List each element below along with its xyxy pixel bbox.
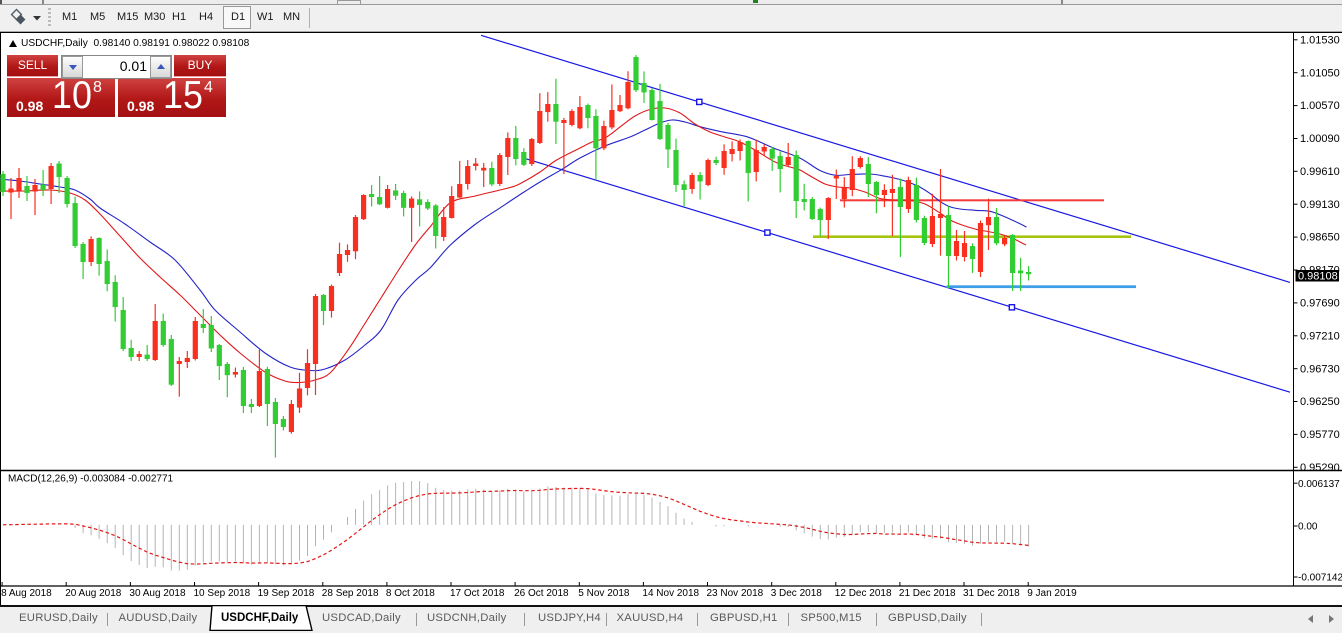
svg-text:0.95770: 0.95770 [1300,429,1340,441]
svg-text:0.97210: 0.97210 [1300,330,1340,342]
svg-text:8 Aug 2018: 8 Aug 2018 [1,588,52,599]
svg-text:12 Dec 2018: 12 Dec 2018 [835,588,892,599]
svg-text:1.01530: 1.01530 [1300,34,1340,46]
svg-text:1.01050: 1.01050 [1300,67,1340,79]
svg-text:0.96730: 0.96730 [1300,363,1340,375]
svg-text:8 Oct 2018: 8 Oct 2018 [386,588,435,599]
svg-text:9 Jan 2019: 9 Jan 2019 [1027,588,1077,599]
svg-text:10 Sep 2018: 10 Sep 2018 [194,588,251,599]
svg-text:0.99130: 0.99130 [1300,198,1340,210]
svg-text:0.96250: 0.96250 [1300,396,1340,408]
svg-text:23 Nov 2018: 23 Nov 2018 [707,588,764,599]
svg-text:19 Sep 2018: 19 Sep 2018 [258,588,315,599]
svg-text:17 Oct 2018: 17 Oct 2018 [450,588,505,599]
svg-text:3 Dec 2018: 3 Dec 2018 [771,588,823,599]
svg-text:1.00090: 1.00090 [1300,133,1340,145]
svg-text:0.97690: 0.97690 [1300,297,1340,309]
svg-text:30 Aug 2018: 30 Aug 2018 [129,588,186,599]
svg-text:0.98650: 0.98650 [1300,231,1340,243]
svg-text:31 Dec 2018: 31 Dec 2018 [963,588,1020,599]
svg-text:1.00570: 1.00570 [1300,100,1340,112]
svg-text:-0.007142: -0.007142 [1298,572,1342,583]
svg-text:0.99610: 0.99610 [1300,165,1340,177]
svg-text:0.95290: 0.95290 [1300,461,1340,473]
svg-text:28 Sep 2018: 28 Sep 2018 [322,588,379,599]
svg-text:14 Nov 2018: 14 Nov 2018 [642,588,699,599]
svg-text:26 Oct 2018: 26 Oct 2018 [514,588,569,599]
svg-text:5 Nov 2018: 5 Nov 2018 [578,588,630,599]
svg-text:0.00: 0.00 [1298,521,1318,532]
svg-text:21 Dec 2018: 21 Dec 2018 [899,588,956,599]
svg-text:MACD(12,26,9) -0.003084 -0.002: MACD(12,26,9) -0.003084 -0.002771 [8,473,174,484]
svg-text:20 Aug 2018: 20 Aug 2018 [65,588,122,599]
svg-text:0.98108: 0.98108 [1298,270,1338,282]
svg-text:0.006137: 0.006137 [1298,478,1340,489]
